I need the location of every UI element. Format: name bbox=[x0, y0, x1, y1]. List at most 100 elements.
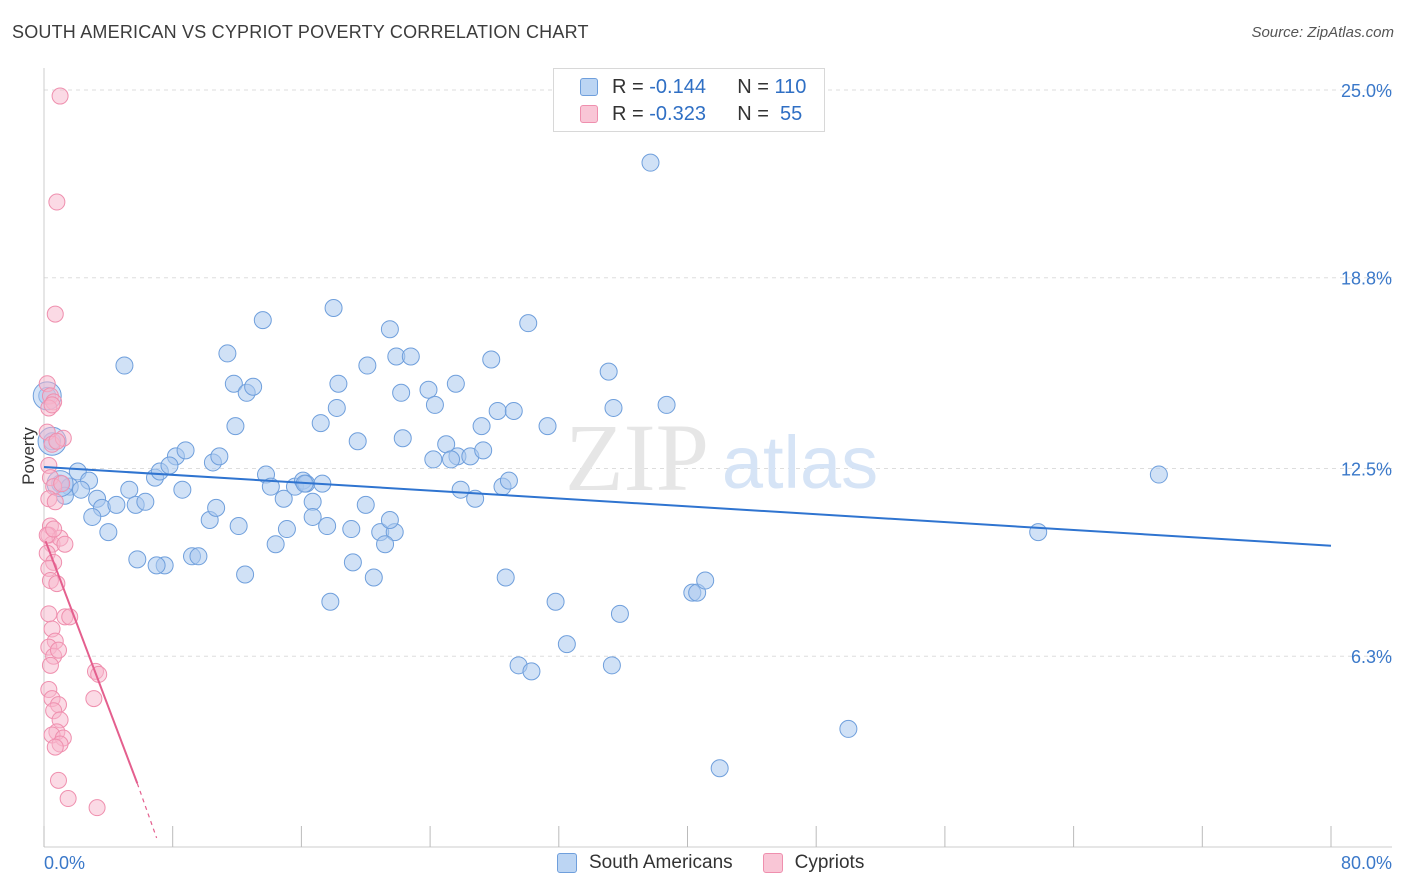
data-point-south-americans bbox=[1149, 465, 1168, 484]
data-point-cypriots bbox=[45, 520, 63, 538]
data-point-south-americans bbox=[253, 311, 272, 330]
data-point-cypriots bbox=[46, 493, 64, 511]
data-point-south-americans bbox=[274, 489, 293, 508]
watermark-zip: ZIP bbox=[565, 404, 709, 511]
data-point-south-americans bbox=[224, 374, 243, 393]
data-point-south-americans bbox=[472, 417, 491, 436]
x-tick-label: 0.0% bbox=[44, 853, 85, 873]
data-point-south-americans bbox=[226, 417, 245, 436]
data-point-south-americans bbox=[839, 719, 858, 738]
data-point-south-americans bbox=[218, 344, 237, 363]
data-point-south-americans bbox=[160, 456, 179, 475]
data-point-south-americans bbox=[261, 477, 280, 496]
data-point-south-americans bbox=[229, 517, 248, 536]
data-point-cypriots bbox=[56, 535, 74, 553]
data-point-cypriots bbox=[46, 305, 64, 323]
data-point-cypriots bbox=[85, 690, 103, 708]
legend-n-value: 55 bbox=[774, 102, 803, 125]
data-point-south-americans bbox=[318, 517, 337, 536]
data-point-south-americans bbox=[120, 480, 139, 499]
legend-r-value: -0.144 bbox=[649, 75, 706, 98]
trend-line-south-americans bbox=[43, 465, 1332, 547]
data-point-south-americans bbox=[610, 604, 629, 623]
data-point-south-americans bbox=[376, 535, 395, 554]
bottom-legend: South Americans Cypriots bbox=[557, 852, 864, 874]
data-point-cypriots bbox=[53, 475, 71, 493]
axis-labels: 6.3% 12.5% 18.8% 25.0% 0.0% 80.0% Poverty bbox=[19, 81, 1392, 873]
data-point-south-americans bbox=[236, 565, 255, 584]
data-point-south-americans bbox=[311, 414, 330, 433]
trend-line-cypriots-extension bbox=[136, 783, 158, 839]
data-point-south-americans bbox=[546, 592, 565, 611]
data-point-south-americans bbox=[482, 350, 501, 369]
legend-r-label: R = bbox=[612, 75, 650, 98]
data-point-south-americans bbox=[189, 547, 208, 566]
data-point-south-americans bbox=[419, 380, 438, 399]
data-point-south-americans bbox=[107, 495, 126, 514]
data-point-south-americans bbox=[321, 592, 340, 611]
data-point-cypriots bbox=[59, 790, 77, 808]
data-point-south-americans bbox=[657, 395, 676, 414]
legend-swatch-blue bbox=[580, 78, 598, 96]
data-point-south-americans bbox=[522, 662, 541, 681]
data-point-cypriots bbox=[49, 641, 67, 659]
chart-title: SOUTH AMERICAN VS CYPRIOT POVERTY CORREL… bbox=[12, 22, 589, 42]
legend-n-value: 110 bbox=[774, 75, 807, 98]
data-point-south-americans bbox=[557, 635, 576, 654]
data-point-south-americans bbox=[364, 568, 383, 587]
data-point-south-americans bbox=[499, 471, 518, 490]
legend-row-cypriots: R = -0.323 N = 55 bbox=[580, 102, 802, 126]
data-point-south-americans bbox=[424, 450, 443, 469]
data-point-south-americans bbox=[425, 395, 444, 414]
data-point-south-americans bbox=[343, 553, 362, 572]
data-point-south-americans bbox=[392, 383, 411, 402]
data-point-south-americans bbox=[1029, 523, 1048, 542]
data-point-south-americans bbox=[327, 398, 346, 417]
data-point-cypriots bbox=[48, 432, 66, 450]
south-americans-points bbox=[32, 153, 1168, 778]
data-point-cypriots bbox=[48, 193, 66, 211]
x-tick-label: 80.0% bbox=[1341, 853, 1392, 873]
data-point-south-americans bbox=[83, 507, 102, 526]
legend-r-label: R = bbox=[612, 102, 650, 125]
cypriots-points bbox=[38, 87, 108, 817]
data-point-south-americans bbox=[324, 299, 343, 318]
legend-row-south-americans: R = -0.144 N = 110 bbox=[580, 75, 806, 99]
data-point-cypriots bbox=[41, 656, 59, 674]
data-point-south-americans bbox=[115, 356, 134, 375]
data-point-cypriots bbox=[40, 605, 58, 623]
legend-swatch-pink bbox=[580, 105, 598, 123]
data-point-south-americans bbox=[266, 535, 285, 554]
data-point-cypriots bbox=[51, 87, 69, 105]
axes bbox=[43, 68, 1392, 848]
data-point-south-americans bbox=[599, 362, 618, 381]
data-point-south-americans bbox=[602, 656, 621, 675]
data-point-south-americans bbox=[538, 417, 557, 436]
legend: R = -0.144 N = 110 R = -0.323 N = 55 bbox=[553, 68, 825, 132]
trend-line-cypriots bbox=[44, 540, 139, 784]
data-point-south-americans bbox=[99, 523, 118, 542]
data-point-south-americans bbox=[342, 520, 361, 539]
bottom-legend-cypriots: Cypriots bbox=[794, 852, 865, 873]
data-point-south-americans bbox=[329, 374, 348, 393]
data-point-south-americans bbox=[348, 432, 367, 451]
data-point-south-americans bbox=[207, 498, 226, 517]
data-point-south-americans bbox=[358, 356, 377, 375]
y-tick-label: 18.8% bbox=[1341, 269, 1392, 289]
data-point-south-americans bbox=[393, 429, 412, 448]
data-point-south-americans bbox=[604, 398, 623, 417]
legend-r-value: -0.323 bbox=[649, 102, 706, 125]
data-point-south-americans bbox=[496, 568, 515, 587]
data-point-south-americans bbox=[504, 401, 523, 420]
data-point-south-americans bbox=[356, 495, 375, 514]
data-point-south-americans bbox=[210, 447, 229, 466]
data-point-south-americans bbox=[446, 374, 465, 393]
data-point-south-americans bbox=[303, 492, 322, 511]
data-point-south-americans bbox=[401, 347, 420, 366]
data-point-south-americans bbox=[277, 520, 296, 539]
data-point-south-americans bbox=[519, 314, 538, 333]
data-point-cypriots bbox=[46, 738, 64, 756]
data-point-south-americans bbox=[72, 480, 91, 499]
data-point-cypriots bbox=[49, 771, 67, 789]
